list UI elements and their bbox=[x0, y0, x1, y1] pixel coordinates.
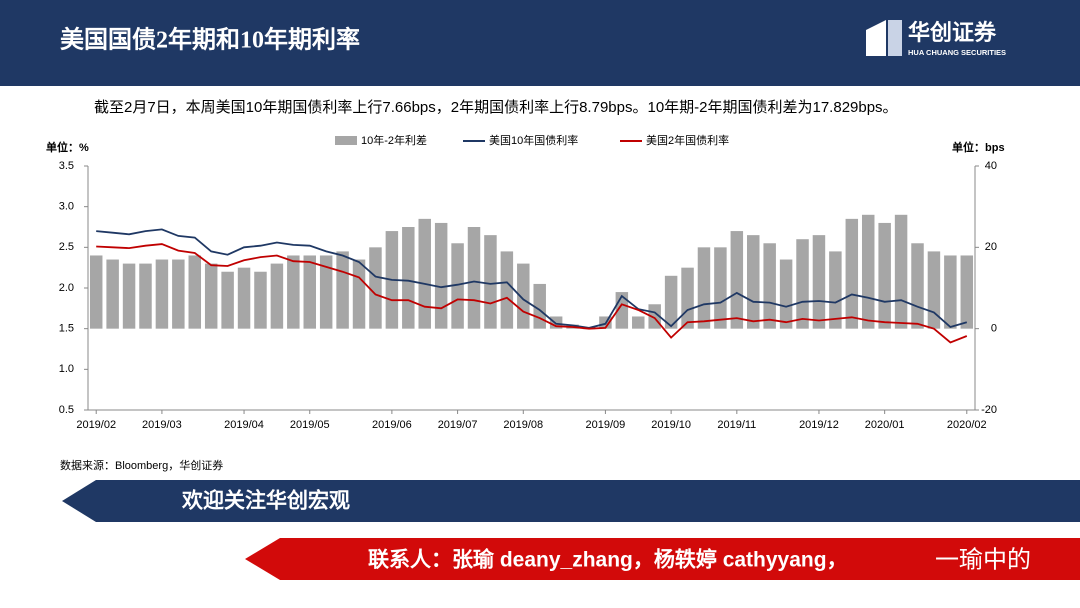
chart: 单位：% 单位：bps 0.5 1.0 1.5 2.0 2.5 3.0 3.5 -20 0 20 4… bbox=[46, 133, 1005, 431]
bar bbox=[467, 227, 481, 329]
banner-shape bbox=[62, 480, 1080, 522]
y-tick-label: 0.5 bbox=[59, 404, 74, 416]
logo-icon bbox=[888, 20, 902, 56]
y2-tick-label: 40 bbox=[985, 160, 997, 172]
bar bbox=[418, 218, 431, 329]
x-tick-label: 2019/05 bbox=[290, 419, 330, 431]
bar bbox=[402, 227, 415, 329]
logo-icon bbox=[866, 20, 886, 56]
y2-tick-label: 20 bbox=[985, 241, 997, 253]
bar bbox=[878, 222, 891, 329]
bar bbox=[894, 214, 908, 329]
bar bbox=[927, 251, 941, 329]
bar bbox=[911, 243, 924, 329]
x-tick-label: 2019/09 bbox=[586, 419, 626, 431]
bar bbox=[172, 259, 185, 329]
line bbox=[96, 228, 968, 329]
bar bbox=[747, 235, 760, 329]
bar bbox=[730, 231, 744, 329]
bar bbox=[303, 255, 316, 329]
contact-text: 联系人：张瑜 deany_zhang，杨轶婷 cathyyang， bbox=[368, 548, 848, 572]
bar bbox=[484, 235, 497, 329]
bar bbox=[960, 255, 974, 329]
bar bbox=[204, 263, 218, 329]
line bbox=[96, 243, 968, 344]
bar bbox=[122, 263, 136, 329]
banner-text: 欢迎关注华创宏观 bbox=[181, 489, 350, 513]
bar bbox=[89, 255, 103, 329]
bar bbox=[287, 255, 300, 329]
bar bbox=[861, 214, 875, 329]
logo: 华创证券 HUA CHUANG SECURITIES bbox=[866, 20, 1006, 57]
bar bbox=[106, 259, 119, 329]
left-unit: 单位：% bbox=[46, 140, 89, 154]
y-tick-label: 1.0 bbox=[59, 363, 74, 375]
logo-en: HUA CHUANG SECURITIES bbox=[908, 48, 1006, 57]
x-tick-label: 2019/06 bbox=[372, 419, 412, 431]
x-tick-label: 2019/04 bbox=[224, 419, 264, 431]
bar bbox=[829, 251, 842, 329]
bar bbox=[697, 247, 711, 329]
x-tick-label: 2019/12 bbox=[799, 419, 839, 431]
contact-shape bbox=[245, 538, 1080, 580]
bar bbox=[517, 263, 530, 329]
x-tick-label: 2019/02 bbox=[76, 419, 116, 431]
y2-tick-label: 0 bbox=[991, 323, 997, 335]
x-tick-label: 2020/02 bbox=[947, 419, 987, 431]
logo-cn: 华创证券 bbox=[908, 20, 997, 45]
bar bbox=[451, 243, 464, 329]
y-tick-label: 1.5 bbox=[59, 323, 74, 335]
source: 数据来源：Bloomberg，华创证券 bbox=[60, 458, 223, 472]
bar bbox=[336, 251, 349, 329]
right-unit: 单位：bps bbox=[952, 140, 1005, 154]
bar bbox=[779, 259, 793, 329]
x-tick-label: 2019/03 bbox=[142, 419, 182, 431]
header-title: 美国国债2年期和10年期利率 bbox=[60, 26, 360, 54]
y-tick-label: 3.5 bbox=[59, 160, 74, 172]
bar bbox=[681, 267, 694, 329]
watermark: 一瑜中的 bbox=[935, 546, 1031, 573]
bar bbox=[434, 222, 448, 329]
x-tick-label: 2019/07 bbox=[438, 419, 478, 431]
bar bbox=[139, 263, 152, 329]
legend-label: 美国2年国债利率 bbox=[646, 133, 729, 147]
bar bbox=[664, 275, 678, 329]
legend-label: 10年-2年利差 bbox=[361, 133, 427, 147]
y2-tick-label: -20 bbox=[981, 404, 997, 416]
bar bbox=[796, 239, 809, 329]
x-tick-label: 2020/01 bbox=[865, 419, 905, 431]
y-tick-label: 2.5 bbox=[59, 241, 74, 253]
x-tick-label: 2019/08 bbox=[503, 419, 543, 431]
bar bbox=[763, 243, 776, 329]
bar bbox=[237, 267, 251, 329]
bar bbox=[270, 263, 284, 329]
y-tick-label: 3.0 bbox=[59, 201, 74, 213]
bar bbox=[254, 271, 267, 329]
bar bbox=[188, 255, 202, 329]
bar bbox=[221, 271, 234, 329]
bar bbox=[845, 218, 859, 329]
bar bbox=[352, 259, 366, 329]
bar bbox=[369, 247, 382, 329]
x-tick-label: 2019/10 bbox=[651, 419, 691, 431]
legend-swatch bbox=[335, 136, 357, 145]
bar bbox=[714, 247, 727, 329]
x-tick-label: 2019/11 bbox=[717, 419, 756, 431]
bar bbox=[944, 255, 957, 329]
legend-label: 美国10年国债利率 bbox=[489, 133, 578, 147]
y-tick-label: 2.0 bbox=[59, 282, 74, 294]
bar bbox=[319, 255, 333, 329]
bar bbox=[500, 251, 514, 329]
bar bbox=[632, 316, 645, 329]
summary: 截至2月7日，本周美国10年期国债利率上行7.66bps，2年期国债利率上行8.… bbox=[94, 99, 898, 116]
bar bbox=[812, 235, 826, 329]
bar bbox=[155, 259, 169, 329]
